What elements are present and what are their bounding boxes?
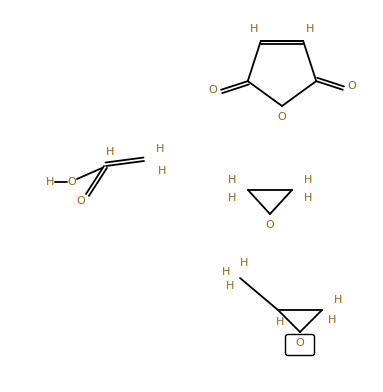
Text: H: H	[276, 317, 284, 327]
Text: O: O	[296, 338, 304, 348]
Text: O: O	[77, 196, 85, 206]
Text: O: O	[68, 177, 76, 187]
Text: H: H	[158, 166, 166, 176]
Text: H: H	[304, 175, 312, 185]
Text: H: H	[228, 193, 236, 203]
Text: O: O	[348, 82, 356, 91]
Text: H: H	[304, 193, 312, 203]
Text: H: H	[334, 295, 342, 305]
Text: O: O	[209, 85, 218, 95]
Text: H: H	[46, 177, 54, 187]
Text: H: H	[328, 315, 336, 325]
Text: O: O	[278, 112, 286, 122]
Text: H: H	[222, 267, 230, 277]
Text: H: H	[240, 258, 248, 268]
Text: H: H	[156, 144, 164, 154]
Text: O: O	[266, 220, 274, 230]
Text: H: H	[106, 147, 114, 157]
Text: H: H	[228, 175, 236, 185]
Text: H: H	[306, 24, 314, 34]
Text: H: H	[250, 24, 258, 34]
Text: H: H	[226, 281, 234, 291]
